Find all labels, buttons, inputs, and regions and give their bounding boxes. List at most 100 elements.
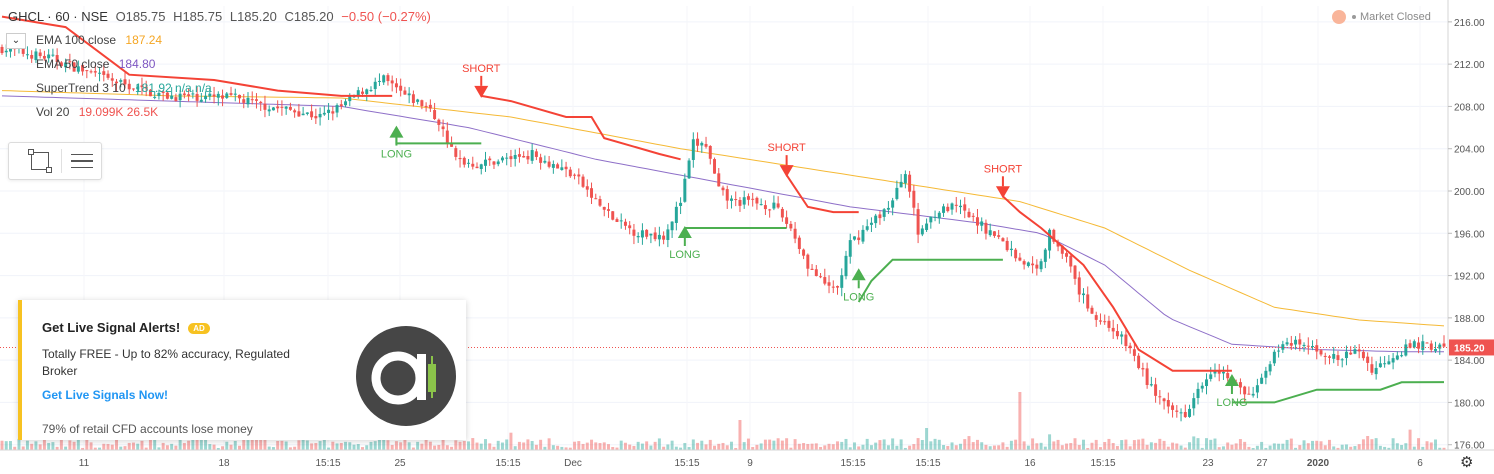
candle-body — [1111, 327, 1115, 332]
rectangle-tool-icon[interactable] — [28, 149, 52, 173]
candle-body — [959, 205, 962, 208]
volume-bar — [1052, 441, 1056, 450]
candle-body — [729, 198, 733, 201]
volume-bar — [318, 441, 322, 450]
volume-bar — [577, 441, 581, 450]
candle-body — [47, 54, 51, 59]
volume-bar — [1226, 442, 1230, 450]
study-supertrend[interactable]: SuperTrend 3 10 181.92 n/a n/a — [36, 81, 212, 95]
candle-body — [1192, 398, 1196, 409]
candle-body — [106, 73, 110, 78]
candle-body — [971, 215, 975, 217]
time-tick-label: 11 — [79, 458, 90, 469]
volume-bar — [327, 447, 331, 450]
study-volume[interactable]: Vol 20 19.099K 26.5K — [36, 105, 158, 119]
volume-bar — [1294, 447, 1298, 450]
volume-bar — [454, 440, 458, 450]
volume-bar — [1421, 446, 1425, 450]
candle-body — [450, 143, 454, 147]
candle-body — [797, 237, 801, 250]
candle-body — [831, 286, 835, 288]
ad-badge: AD — [188, 323, 210, 335]
volume-bar — [1137, 439, 1141, 450]
candle-body — [1043, 249, 1047, 262]
time-tick-label: 27 — [1256, 458, 1268, 469]
candle-body — [899, 181, 903, 188]
volume-bar — [645, 441, 649, 450]
candle-body — [42, 55, 46, 59]
volume-bar — [598, 443, 602, 450]
candle-body — [500, 157, 504, 161]
candle-body — [560, 167, 564, 170]
study-ema100[interactable]: EMA 100 close 187.24 — [36, 33, 162, 47]
candle-body — [619, 220, 623, 222]
candle-body — [755, 197, 759, 204]
volume-bar — [1417, 438, 1421, 450]
volume-bar — [1166, 446, 1170, 450]
volume-bar — [717, 443, 721, 450]
volume-bar — [433, 445, 437, 450]
short-arrow-icon — [779, 165, 794, 178]
candle-body — [284, 106, 288, 109]
volume-bar — [789, 447, 793, 450]
candle-body — [471, 163, 475, 167]
price-tick-label: 204.00 — [1454, 145, 1485, 156]
volume-bar — [916, 438, 920, 450]
candle-body — [1255, 385, 1259, 393]
candle-body — [1018, 257, 1022, 261]
volume-bar — [1281, 443, 1285, 450]
candle-body — [823, 277, 827, 284]
candle-body — [734, 199, 738, 201]
ad-title-text: Get Live Signal Alerts! — [42, 320, 181, 335]
volume-bar — [102, 443, 106, 450]
candle-body — [1408, 343, 1412, 348]
candle-body — [467, 162, 471, 164]
study-ema50[interactable]: EMA 50 close 184.80 — [36, 57, 155, 71]
ad-cta-link[interactable]: Get Live Signals Now! — [42, 388, 169, 402]
volume-bar — [886, 445, 890, 450]
supertrend-segment — [1, 15, 393, 97]
candle-body — [717, 173, 721, 187]
volume-bar — [68, 440, 72, 450]
candle-body — [1073, 265, 1077, 279]
candle-body — [144, 86, 148, 89]
symbol-name[interactable]: GHCL · 60 · NSE — [8, 9, 108, 24]
candle-body — [1404, 344, 1408, 356]
volume-bar — [539, 439, 543, 450]
volume-bar — [445, 445, 449, 450]
collapse-studies-button[interactable]: ⌄ — [6, 33, 26, 49]
volume-bar — [76, 439, 80, 450]
volume-bar — [1065, 443, 1069, 450]
candle-body — [852, 236, 856, 240]
volume-bar — [619, 440, 623, 450]
volume-bar — [140, 440, 144, 450]
volume-bar — [1319, 441, 1323, 450]
candle-body — [836, 286, 839, 288]
long-arrow-icon — [389, 125, 404, 138]
volume-bar — [280, 440, 284, 450]
volume-bar — [30, 443, 34, 450]
candle-body — [259, 101, 263, 103]
candle-body — [1238, 382, 1242, 388]
long-signal-label: LONG — [1216, 397, 1247, 409]
candle-body — [127, 83, 131, 90]
candle-body — [288, 106, 292, 110]
candle-body — [1094, 315, 1098, 320]
volume-bar — [1009, 440, 1013, 450]
ad-banner[interactable]: Get Live Signal Alerts! AD Totally FREE -… — [18, 300, 466, 440]
candle-body — [954, 204, 958, 206]
candle-body — [1145, 368, 1149, 385]
candle-body — [1264, 370, 1268, 378]
volume-bar — [8, 441, 12, 450]
volume-bar — [657, 438, 661, 450]
chart-settings-gear-icon[interactable]: ⚙ — [1460, 454, 1474, 471]
volume-bar — [806, 443, 810, 450]
list-settings-icon[interactable] — [71, 154, 93, 168]
candle-body — [1052, 229, 1056, 242]
volume-bar — [458, 441, 462, 450]
candle-body — [1421, 341, 1425, 350]
volume-bar — [623, 442, 627, 450]
volume-bar — [721, 442, 725, 450]
